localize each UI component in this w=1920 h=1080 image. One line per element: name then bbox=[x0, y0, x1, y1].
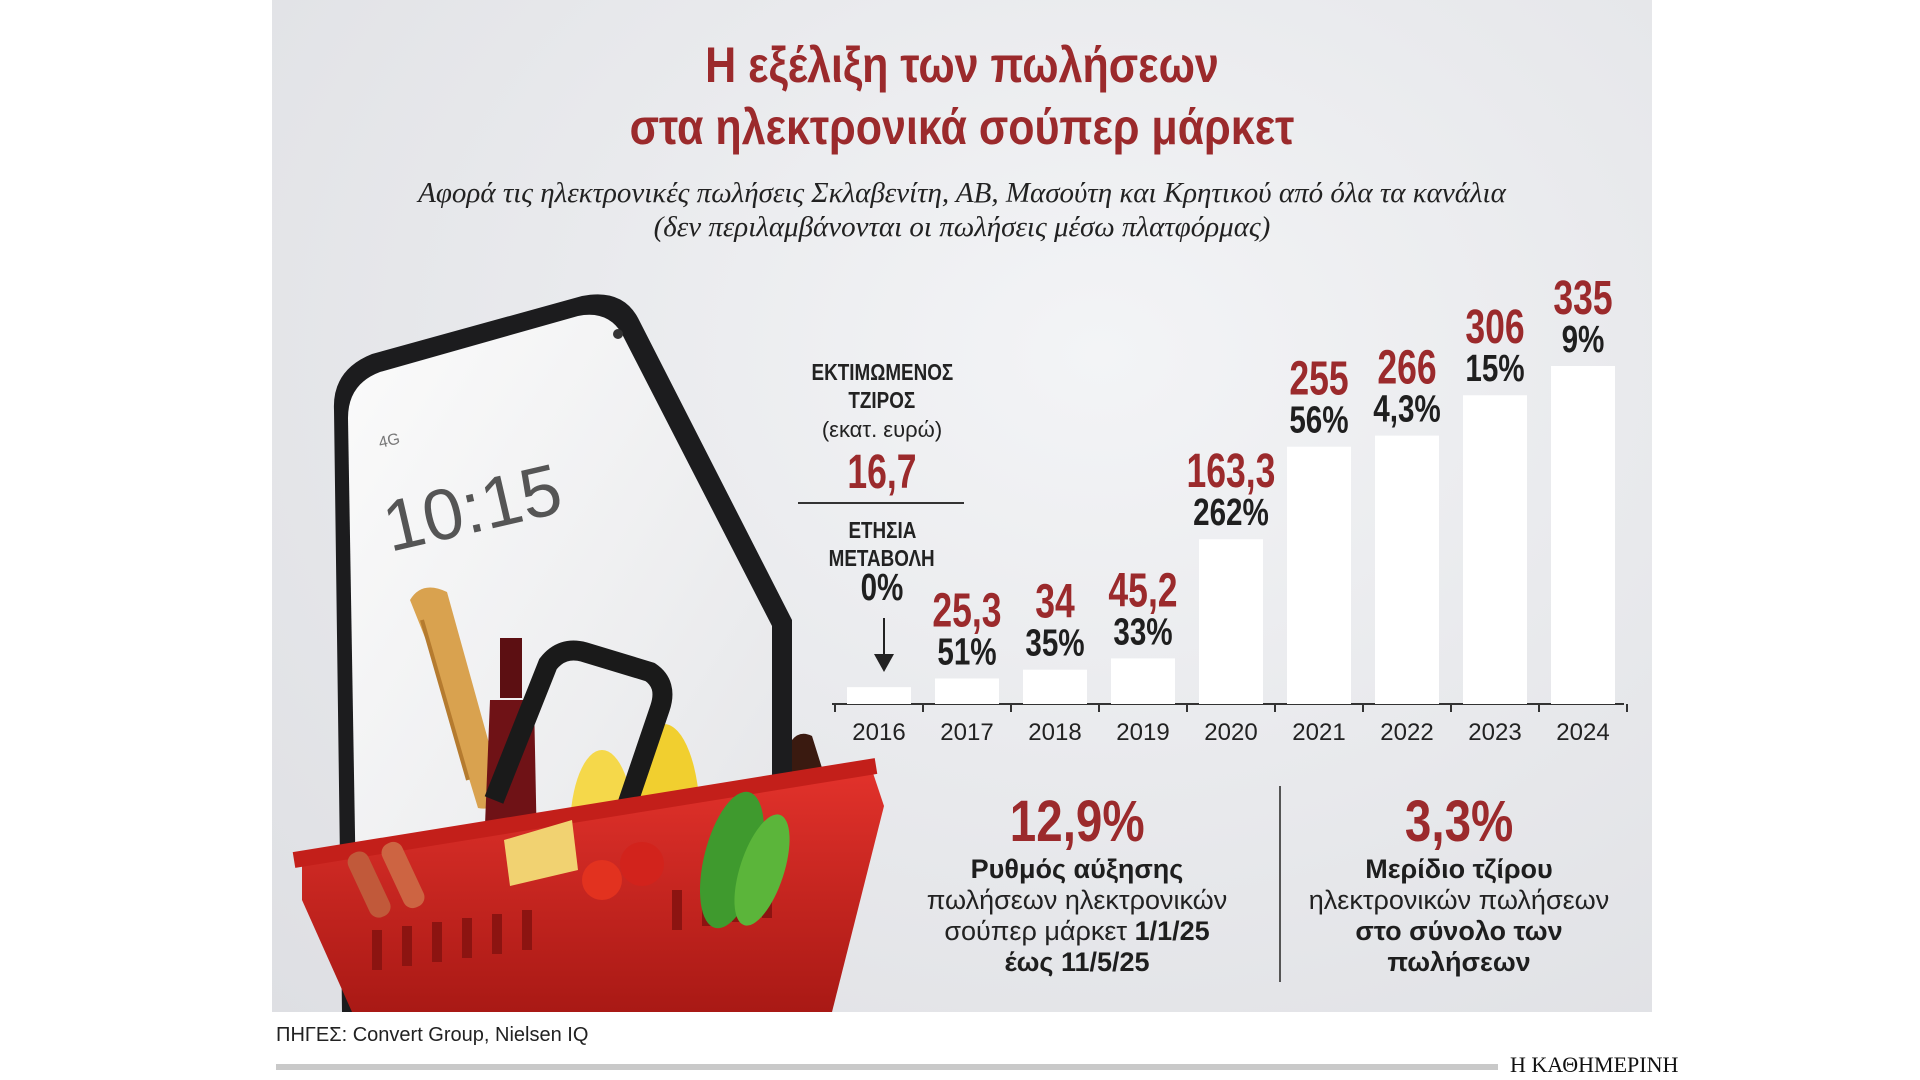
legend-divider bbox=[798, 502, 964, 504]
value-label: 255 bbox=[1289, 352, 1348, 405]
year-label: 2019 bbox=[1116, 719, 1169, 746]
stat-growth-line4: έως 11/5/25 bbox=[1004, 947, 1150, 977]
signal-indicator: 4G bbox=[377, 431, 402, 452]
value-label: 16,7 bbox=[847, 445, 916, 498]
bread bbox=[410, 587, 502, 809]
year-label: 2020 bbox=[1204, 719, 1257, 746]
subtitle-line-2: (δεν περιλαμβάνονται οι πωλήσεις μέσω πλ… bbox=[653, 211, 1271, 243]
bar-2016 bbox=[847, 687, 911, 704]
legend-turnover-2: ΤΖΙΡΟΣ bbox=[848, 387, 916, 413]
value-label: 45,2 bbox=[1108, 563, 1177, 616]
bar-2018 bbox=[1023, 669, 1087, 704]
year-label: 2017 bbox=[940, 719, 993, 746]
year-label: 2016 bbox=[852, 719, 905, 746]
change-label: 51% bbox=[937, 631, 996, 673]
stat-growth-line3a: σούπερ μάρκετ bbox=[944, 916, 1135, 946]
stat-share-line4: πωλήσεων bbox=[1387, 947, 1531, 977]
bar-2020 bbox=[1199, 539, 1263, 704]
change-label: 15% bbox=[1465, 348, 1524, 390]
legend-unit: (εκατ. ευρώ) bbox=[821, 417, 943, 442]
bar-2023 bbox=[1463, 395, 1527, 704]
cheese bbox=[504, 820, 578, 886]
stat-growth-line1: Ρυθμός αύξησης bbox=[970, 854, 1184, 884]
down-arrow-icon bbox=[874, 618, 894, 672]
title-line-1: Η εξέλιξη των πωλήσεων bbox=[705, 37, 1219, 93]
tomatoes bbox=[582, 842, 664, 900]
stat-share-line3: στο σύνολο των bbox=[1355, 916, 1563, 946]
value-label: 266 bbox=[1377, 340, 1436, 393]
title-line-2: στα ηλεκτρονικά σούπερ μάρκετ bbox=[629, 99, 1295, 155]
bar-2022 bbox=[1375, 435, 1439, 704]
subtitle-line-1: Αφορά τις ηλεκτρονικές πωλήσεις Σκλαβενί… bbox=[418, 177, 1506, 209]
stats-divider bbox=[1279, 786, 1281, 982]
stat-growth-value: 12,9% bbox=[1009, 789, 1145, 854]
bar-2021 bbox=[1287, 446, 1351, 704]
value-label: 163,3 bbox=[1187, 444, 1276, 497]
basket-handle bbox=[484, 640, 673, 824]
bar-2017 bbox=[935, 678, 999, 704]
stat-growth-line2: πωλήσεων ηλεκτρονικών bbox=[926, 885, 1228, 915]
year-label: 2018 bbox=[1028, 719, 1081, 746]
legend-change-2: ΜΕΤΑΒΟΛΗ bbox=[828, 545, 936, 571]
infographic-panel: Η εξέλιξη των πωλήσεων στα ηλεκτρονικά σ… bbox=[272, 0, 1652, 1012]
stat-share-line1: Μερίδιο τζίρου bbox=[1365, 854, 1553, 884]
legend-turnover-1: ΕΚΤΙΜΩΜΕΝΟΣ bbox=[811, 359, 953, 385]
change-label: 9% bbox=[1562, 319, 1605, 361]
legend-change-1: ΕΤΗΣΙΑ bbox=[848, 517, 916, 543]
bar-chart: 2016 0% 16,7 2017 51%25,3 2018 35%34 2019 33%45,… bbox=[832, 271, 1628, 746]
value-label: 34 bbox=[1035, 574, 1075, 627]
footer-rule bbox=[276, 1064, 1498, 1070]
year-label: 2022 bbox=[1380, 719, 1433, 746]
legend-change: ΕΤΗΣΙΑ ΜΕΤΑΒΟΛΗ bbox=[772, 516, 992, 572]
stat-growth: 12,9% Ρυθμός αύξησης πωλήσεων ηλεκτρονικ… bbox=[912, 790, 1242, 978]
value-label: 335 bbox=[1553, 271, 1612, 324]
change-label: 0% bbox=[861, 567, 904, 609]
change-label: 262% bbox=[1193, 492, 1269, 534]
year-label: 2021 bbox=[1292, 719, 1345, 746]
camera-icon bbox=[613, 329, 623, 339]
brand-logo: Η ΚΑΘΗΜΕΡΙΝΗ bbox=[1510, 1052, 1679, 1077]
change-label: 4,3% bbox=[1373, 388, 1441, 430]
value-label: 25,3 bbox=[932, 583, 1001, 636]
change-label: 33% bbox=[1113, 611, 1172, 653]
year-label: 2023 bbox=[1468, 719, 1521, 746]
phone-basket-illustration: 4G 10:15 bbox=[292, 294, 884, 1012]
legend: ΕΚΤΙΜΩΜΕΝΟΣ ΤΖΙΡΟΣ (εκατ. ευρώ) bbox=[772, 358, 992, 446]
stat-growth-line3b: 1/1/25 bbox=[1134, 916, 1210, 946]
sausages bbox=[347, 841, 425, 918]
change-label: 56% bbox=[1289, 399, 1348, 441]
value-label: 306 bbox=[1465, 300, 1524, 353]
bar-2019 bbox=[1111, 658, 1175, 704]
stat-share-value: 3,3% bbox=[1404, 789, 1514, 854]
bar-2024 bbox=[1551, 366, 1615, 704]
sources: ΠΗΓΕΣ: Convert Group, Nielsen IQ bbox=[276, 1024, 589, 1046]
year-label: 2024 bbox=[1556, 719, 1609, 746]
stat-share-line2: ηλεκτρονικών πωλήσεων bbox=[1308, 885, 1610, 915]
change-label: 35% bbox=[1025, 622, 1084, 664]
stat-share: 3,3% Μερίδιο τζίρου ηλεκτρονικών πωλήσεω… bbox=[1294, 790, 1624, 978]
cucumbers bbox=[699, 791, 790, 929]
